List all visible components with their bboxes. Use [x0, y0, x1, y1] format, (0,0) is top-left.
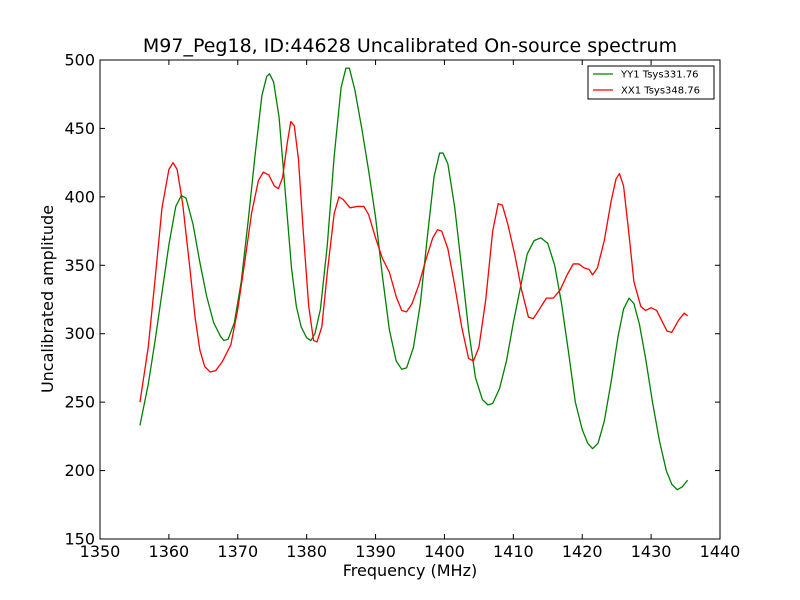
- y-tick-label: 250: [64, 393, 95, 412]
- x-tick-label: 1350: [80, 542, 121, 561]
- y-tick-label: 300: [64, 324, 95, 343]
- legend-label-yy1: YY1 Tsys331.76: [620, 70, 699, 81]
- y-tick-label: 400: [64, 187, 95, 206]
- x-tick-label: 1390: [355, 542, 396, 561]
- y-tick-label: 450: [64, 119, 95, 138]
- x-axis-label: Frequency (MHz): [343, 561, 477, 580]
- y-tick-label: 500: [64, 51, 95, 70]
- chart-title: M97_Peg18, ID:44628 Uncalibrated On-sour…: [143, 35, 677, 57]
- legend-box: [587, 65, 715, 100]
- x-tick-label: 1400: [424, 542, 465, 561]
- axis-ticks: 1350 1360 1370 1380 1390 1400 1410 1420 1430 1440…: [64, 51, 740, 562]
- series-line-0: [139, 67, 689, 491]
- x-tick-label: 1440: [700, 542, 741, 561]
- x-tick-label: 1380: [286, 542, 327, 561]
- plot-area: [99, 59, 721, 540]
- x-tick-label: 1370: [217, 542, 258, 561]
- y-tick-label: 150: [64, 530, 95, 549]
- x-tick-label: 1360: [149, 542, 190, 561]
- series-lines: [139, 67, 689, 491]
- series-line-1: [139, 120, 689, 403]
- legend-label-xx1: XX1 Tsys348.76: [621, 86, 700, 97]
- y-tick-label: 200: [64, 461, 95, 480]
- x-tick-label: 1430: [631, 542, 672, 561]
- y-axis-label: Uncalibrated amplitude: [38, 205, 57, 393]
- y-tick-label: 350: [64, 256, 95, 275]
- x-tick-label: 1420: [562, 542, 603, 561]
- legend: YY1 Tsys331.76 XX1 Tsys348.76: [587, 65, 715, 100]
- x-tick-label: 1410: [493, 542, 534, 561]
